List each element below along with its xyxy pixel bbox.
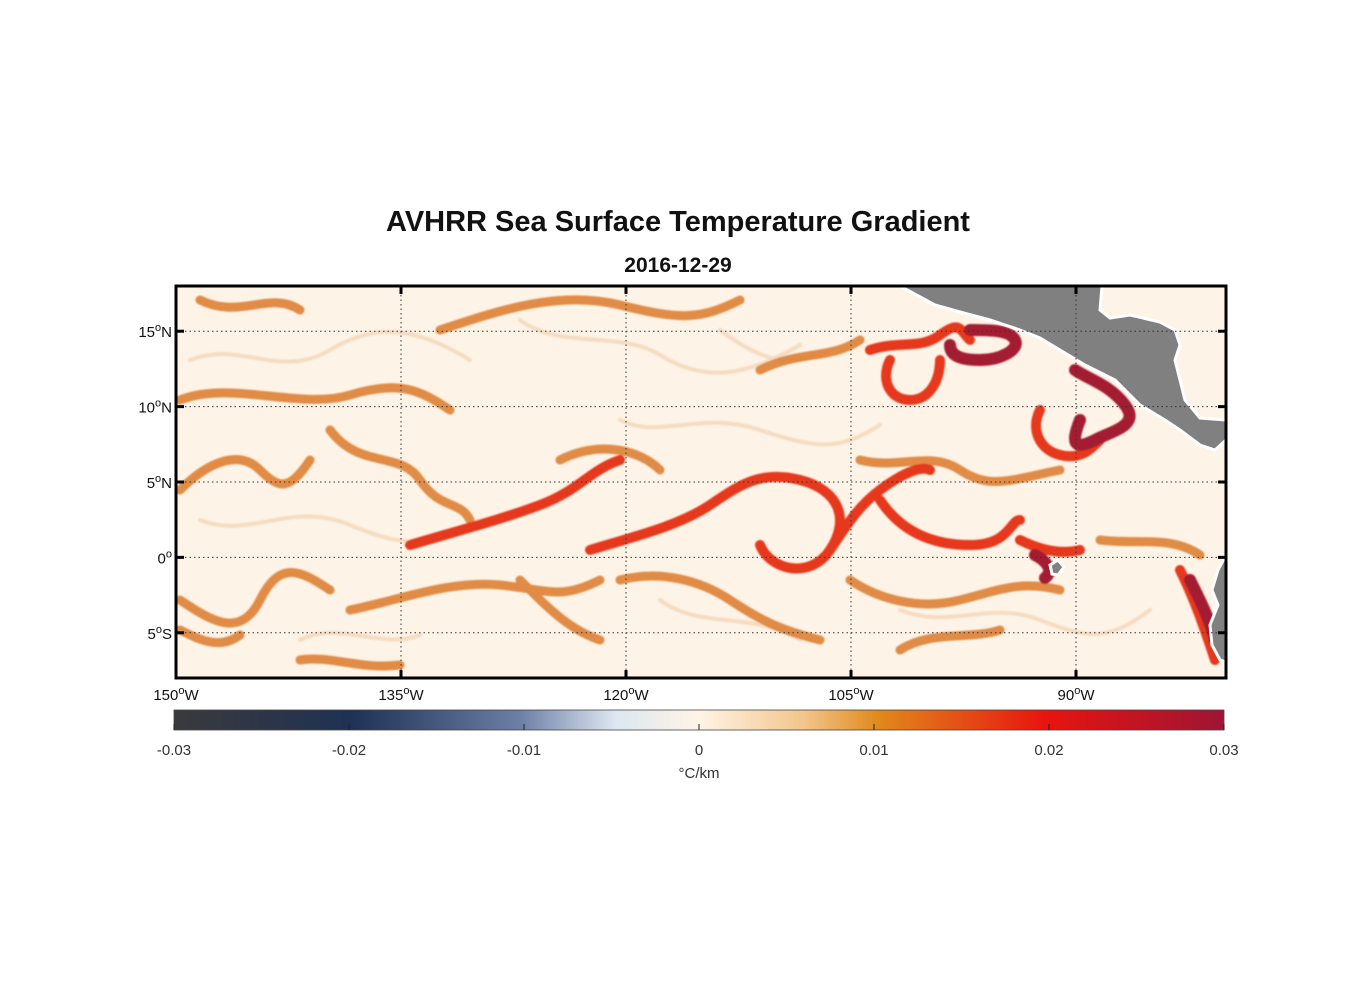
front-orange-14 — [855, 455, 1065, 486]
lon-tick-label: 120oW — [603, 685, 649, 704]
front-orange-4 — [325, 425, 475, 525]
lat-tick-label: 5oN — [147, 473, 172, 492]
lon-tick-label: 90oW — [1058, 685, 1096, 704]
longitude-labels: 150oW 135oW 120oW 105oW 90oW — [153, 685, 1095, 704]
land-central-america-mexico — [899, 286, 1226, 452]
front-faint-7 — [298, 630, 422, 642]
chart-subtitle: 2016-12-29 — [624, 254, 732, 277]
front-orange-7 — [345, 575, 605, 615]
colorbar-tick-label: -0.02 — [332, 742, 366, 759]
front-orange-9 — [615, 571, 825, 645]
lat-tick-label: 5oS — [148, 624, 172, 643]
gradient-fronts — [176, 295, 1221, 671]
front-faint-5 — [898, 608, 1152, 636]
colorbar-labels: -0.03 -0.02 -0.01 0 0.01 0.02 0.03 — [157, 742, 1239, 759]
front-orange-13 — [555, 444, 665, 475]
front-orange-17 — [755, 335, 865, 375]
front-red-2 — [585, 471, 845, 574]
front-orange-5 — [176, 455, 315, 495]
land-south-america — [1208, 554, 1226, 664]
front-red-1 — [405, 455, 625, 550]
front-orange-10 — [845, 575, 1065, 609]
front-red-6 — [881, 355, 945, 405]
front-faint-4 — [618, 418, 882, 447]
colorbar-tick-label: -0.01 — [507, 742, 541, 759]
front-red-7 — [1031, 405, 1105, 462]
lat-tick-label: 10oN — [138, 398, 172, 417]
lon-tick-label: 150oW — [153, 685, 199, 704]
axis-ticks — [174, 286, 1226, 678]
lat-tick-label: 15oN — [138, 322, 172, 341]
chart-title: AVHRR Sea Surface Temperature Gradient — [386, 206, 970, 238]
front-darkred-3 — [1029, 549, 1056, 584]
front-darkred-1 — [944, 324, 1022, 366]
front-orange-11 — [895, 625, 1005, 655]
front-orange-3 — [195, 295, 305, 315]
lon-tick-label: 135oW — [378, 685, 424, 704]
front-orange-2 — [435, 295, 745, 335]
front-red-8 — [1015, 535, 1085, 557]
land-masses — [899, 286, 1226, 664]
front-darkred-2 — [1069, 364, 1136, 451]
colorbar-tick-label: 0 — [695, 742, 703, 759]
colorbar-tick-label: 0.03 — [1209, 742, 1238, 759]
front-faint-2 — [518, 318, 802, 375]
front-red-5 — [865, 322, 975, 355]
front-faint-1 — [188, 329, 472, 364]
front-red-4 — [875, 495, 1025, 550]
land-galapagos — [1048, 558, 1066, 577]
lon-tick-label: 105oW — [828, 685, 874, 704]
colorbar-ticks — [173, 724, 1225, 730]
front-orange-15 — [1095, 535, 1205, 560]
front-orange-6 — [176, 568, 335, 628]
lat-tick-label: 0o — [158, 548, 172, 567]
colorbar-tick-label: 0.01 — [859, 742, 888, 759]
front-red-3 — [825, 463, 935, 555]
front-orange-16 — [295, 654, 405, 671]
colorbar-tick-label: -0.03 — [157, 742, 191, 759]
front-orange-1 — [176, 383, 455, 415]
colorbar-tick-label: 0.02 — [1034, 742, 1063, 759]
latitude-labels: 15oN 10oN 5oN 0o 5oS — [138, 322, 172, 643]
front-orange-8 — [515, 575, 605, 645]
colorbar-unit: °C/km — [679, 765, 720, 782]
